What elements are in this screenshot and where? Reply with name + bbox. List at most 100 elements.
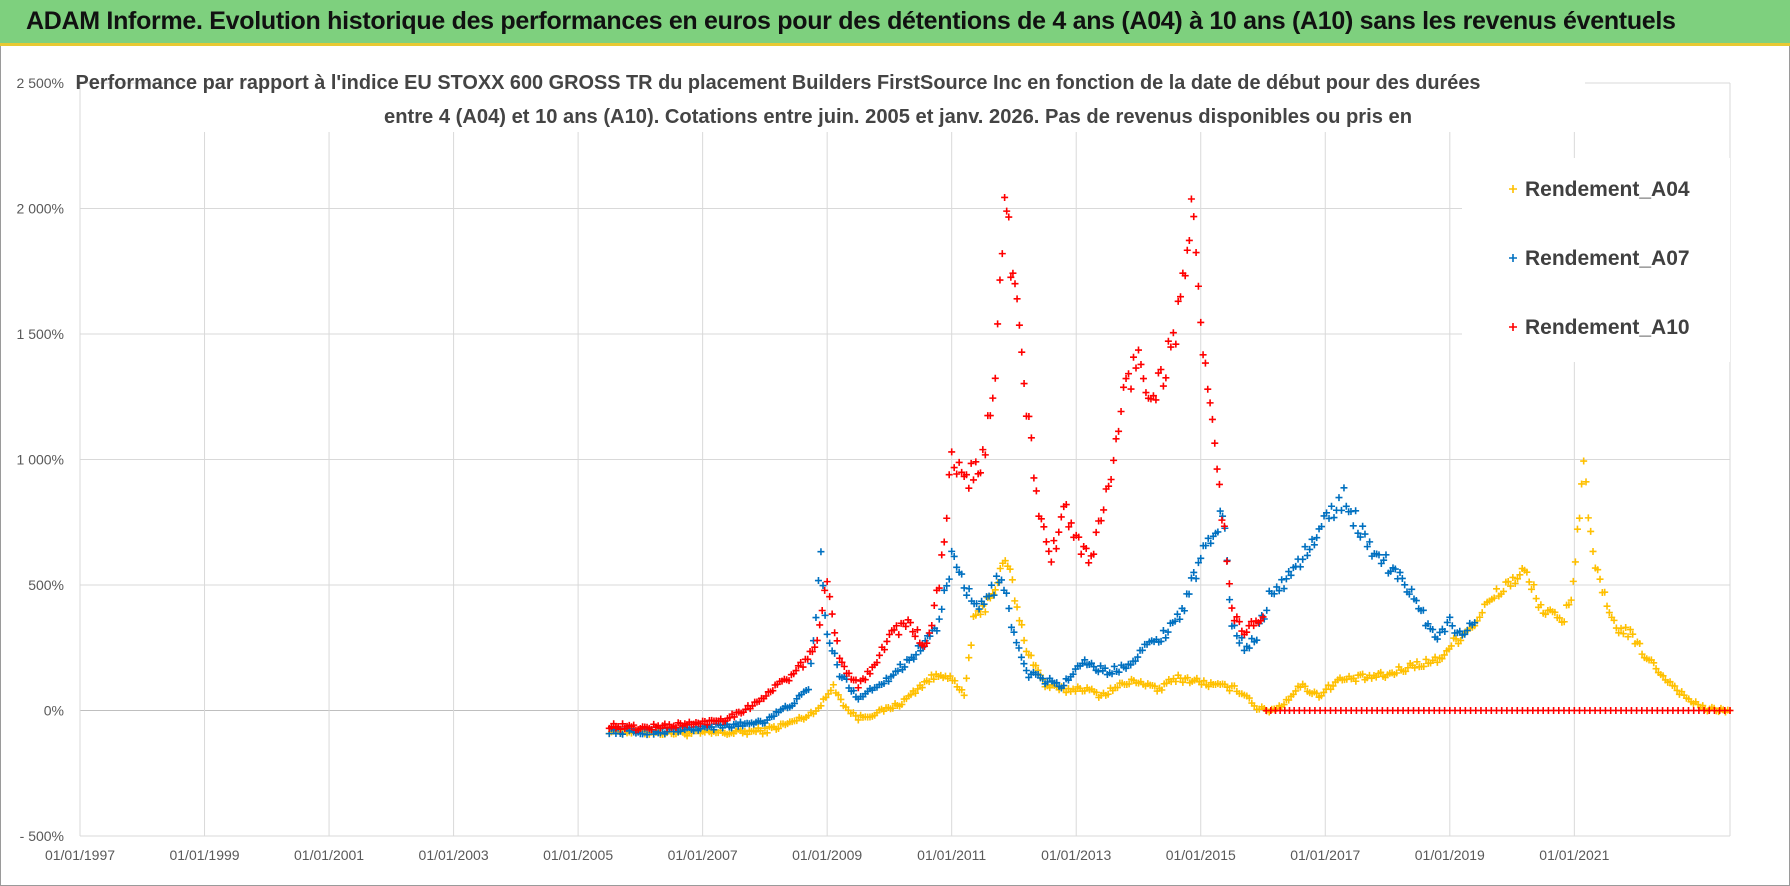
data-point — [1069, 670, 1077, 678]
data-point — [1047, 558, 1055, 566]
data-point — [1278, 576, 1286, 584]
data-point — [988, 581, 996, 589]
data-point — [930, 675, 938, 683]
data-point — [811, 643, 819, 651]
data-point — [1240, 646, 1248, 654]
data-point — [991, 586, 999, 594]
data-point — [1194, 282, 1202, 290]
data-point — [1125, 370, 1133, 378]
data-point — [951, 677, 959, 685]
data-point — [1441, 627, 1449, 635]
data-point — [1666, 678, 1674, 686]
data-point — [972, 611, 980, 619]
data-point — [1422, 655, 1430, 663]
data-point — [817, 548, 825, 556]
data-point — [1162, 374, 1170, 382]
data-point — [1055, 528, 1063, 536]
data-point — [1411, 664, 1419, 672]
data-point — [1638, 650, 1646, 658]
data-point — [1504, 578, 1512, 586]
data-point — [1071, 687, 1079, 695]
data-point — [938, 605, 946, 613]
data-point — [1159, 382, 1167, 390]
x-tick-label: 01/01/2019 — [1415, 847, 1485, 863]
data-point — [998, 250, 1006, 258]
data-point — [935, 584, 943, 592]
data-point — [1584, 514, 1592, 522]
data-point — [940, 586, 948, 594]
data-point — [1582, 478, 1590, 486]
data-point — [976, 610, 984, 618]
data-point — [619, 720, 627, 728]
data-point — [907, 691, 915, 699]
data-point — [1461, 630, 1469, 638]
series-Rendement_A10 — [605, 193, 1734, 734]
x-tick-label: 01/01/2013 — [1041, 847, 1111, 863]
data-point — [1100, 506, 1108, 514]
data-point — [1157, 637, 1165, 645]
data-point — [1127, 385, 1135, 393]
data-point — [1233, 613, 1241, 621]
data-point — [1013, 603, 1021, 611]
data-point — [1158, 686, 1166, 694]
data-point — [976, 469, 984, 477]
data-point — [1233, 632, 1241, 640]
data-point — [730, 713, 738, 721]
data-point — [1105, 482, 1113, 490]
data-point — [1107, 476, 1115, 484]
data-point — [1018, 621, 1026, 629]
data-point — [1185, 590, 1193, 598]
data-point — [1184, 674, 1192, 682]
data-point — [1438, 655, 1446, 663]
data-point — [958, 468, 966, 476]
data-point — [1402, 667, 1410, 675]
data-point — [880, 646, 888, 654]
data-point — [1622, 623, 1630, 631]
data-point — [880, 679, 888, 687]
data-point — [950, 552, 958, 560]
data-point — [829, 681, 837, 689]
data-point — [1340, 484, 1348, 492]
data-point — [1088, 659, 1096, 667]
data-point — [1090, 550, 1098, 558]
data-point — [1164, 628, 1172, 636]
data-point — [1525, 578, 1533, 586]
grid-lines — [79, 82, 1731, 837]
data-point — [831, 629, 839, 637]
data-point — [1308, 535, 1316, 543]
data-point — [1235, 618, 1243, 626]
data-point — [902, 622, 910, 630]
data-point — [1699, 702, 1707, 710]
data-point — [1002, 589, 1010, 597]
data-point — [1573, 525, 1581, 533]
chart-title-line2: entre 4 (A04) et 10 ans (A10). Cotations… — [384, 106, 1412, 128]
data-point — [850, 687, 858, 695]
data-point — [1040, 523, 1048, 531]
data-point — [1077, 550, 1085, 558]
data-point — [1037, 515, 1045, 523]
y-tick-label: 500% — [28, 577, 64, 593]
data-point — [953, 563, 961, 571]
data-point — [813, 636, 821, 644]
data-point — [948, 547, 956, 555]
data-point — [1117, 408, 1125, 416]
data-point — [1030, 474, 1038, 482]
data-point — [1139, 375, 1147, 383]
data-point — [1022, 647, 1030, 655]
data-point — [1404, 664, 1412, 672]
data-point — [1214, 528, 1222, 536]
data-point — [1537, 601, 1545, 609]
data-point — [774, 724, 782, 732]
data-point — [909, 628, 917, 636]
data-point — [943, 514, 951, 522]
data-point — [1001, 193, 1009, 201]
data-point — [1062, 501, 1070, 509]
data-point — [1429, 625, 1437, 633]
data-point — [1366, 538, 1374, 546]
data-point — [1216, 507, 1224, 515]
data-point — [1408, 585, 1416, 593]
data-point — [945, 471, 953, 479]
data-point — [1318, 523, 1326, 531]
legend-label-Rendement_A10: Rendement_A10 — [1525, 316, 1690, 339]
data-point — [898, 700, 906, 708]
